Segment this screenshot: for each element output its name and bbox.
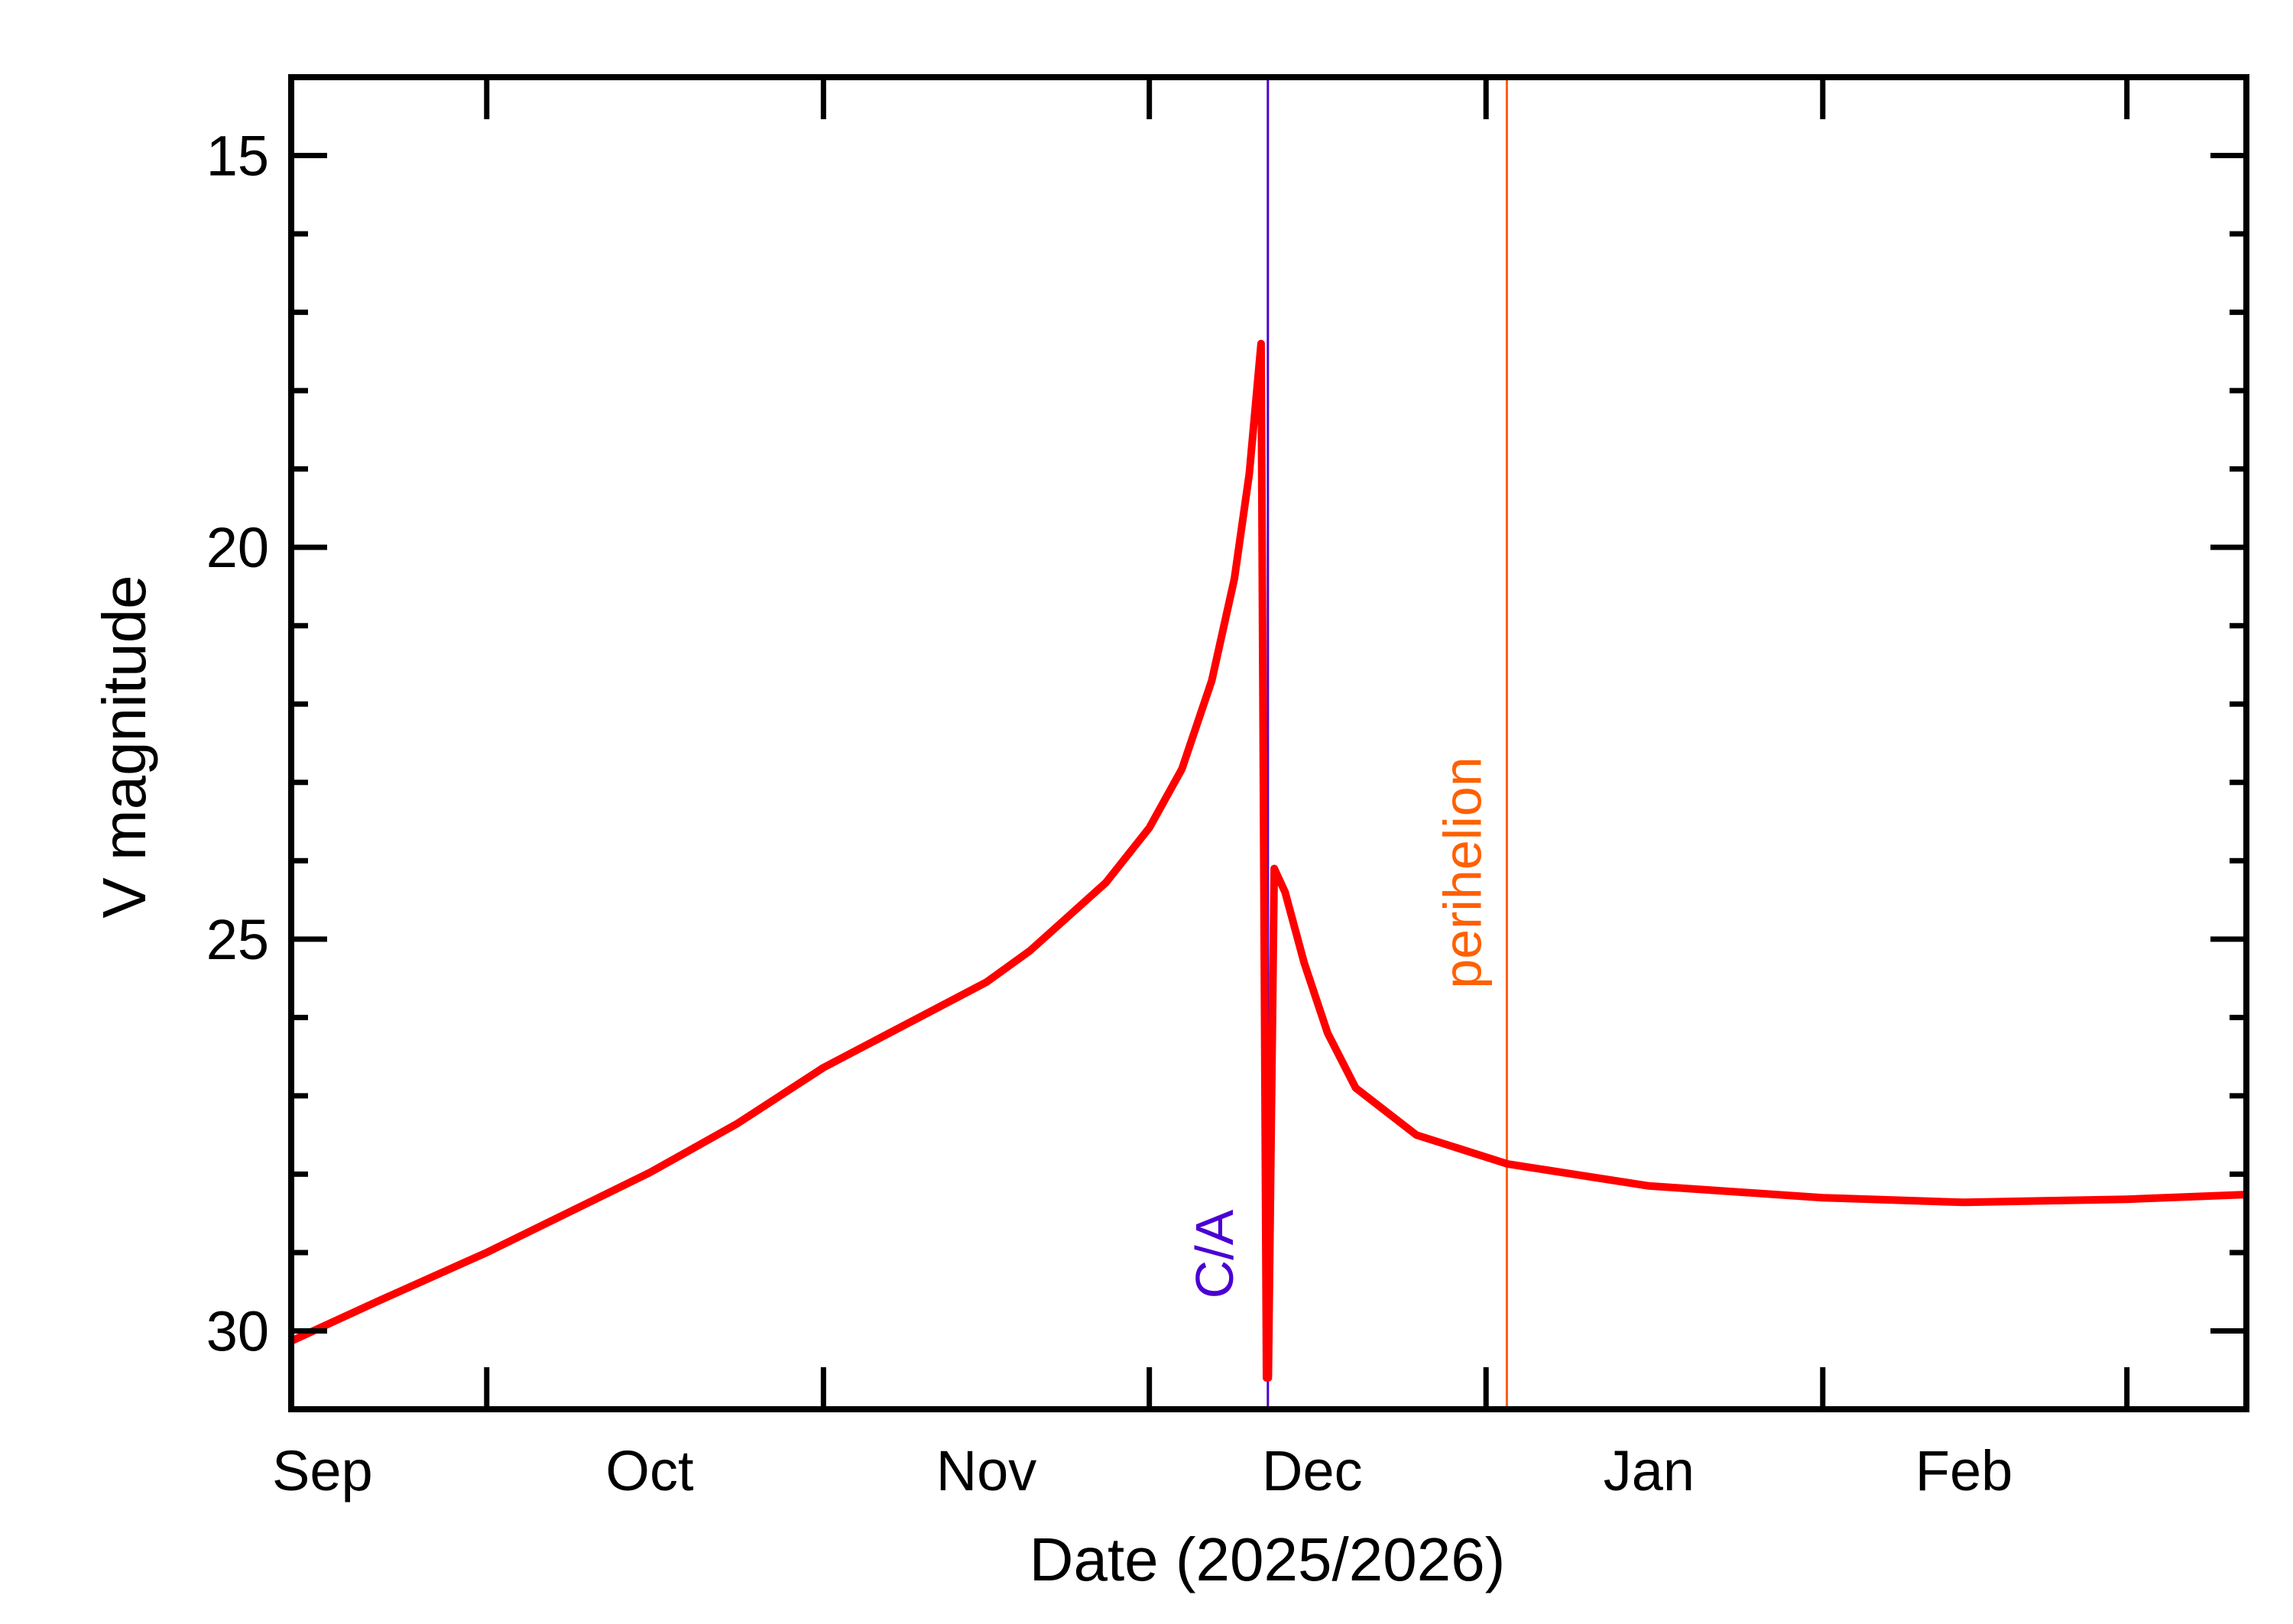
annotation-label: C/A [1185,1209,1244,1298]
annotation-label: perihelion [1432,757,1492,989]
plot-frame [288,74,2249,1412]
y-axis-title: V magnitude [90,575,158,918]
chart-marks: C/A perihelion [289,77,2247,1409]
x-axis-title: Date (2025/2026) [1030,1525,1506,1593]
y-tick-label: 20 [206,516,269,579]
tick-labels: Sep Oct Nov Dec Jan Feb 15 20 25 30 [206,125,2013,1502]
x-tick-label: Feb [1915,1439,2013,1502]
series-line [289,339,2247,1382]
y-tick-label: 25 [206,908,269,971]
x-tick-label: Oct [605,1439,694,1502]
axis-ticks [291,74,2246,1412]
y-tick-label: 15 [206,125,269,188]
y-tick-label: 30 [206,1299,269,1363]
x-tick-label: Jan [1604,1439,1695,1502]
x-tick-label: Nov [936,1439,1037,1502]
x-tick-label: Dec [1262,1439,1363,1502]
x-tick-label: Sep [272,1439,373,1502]
